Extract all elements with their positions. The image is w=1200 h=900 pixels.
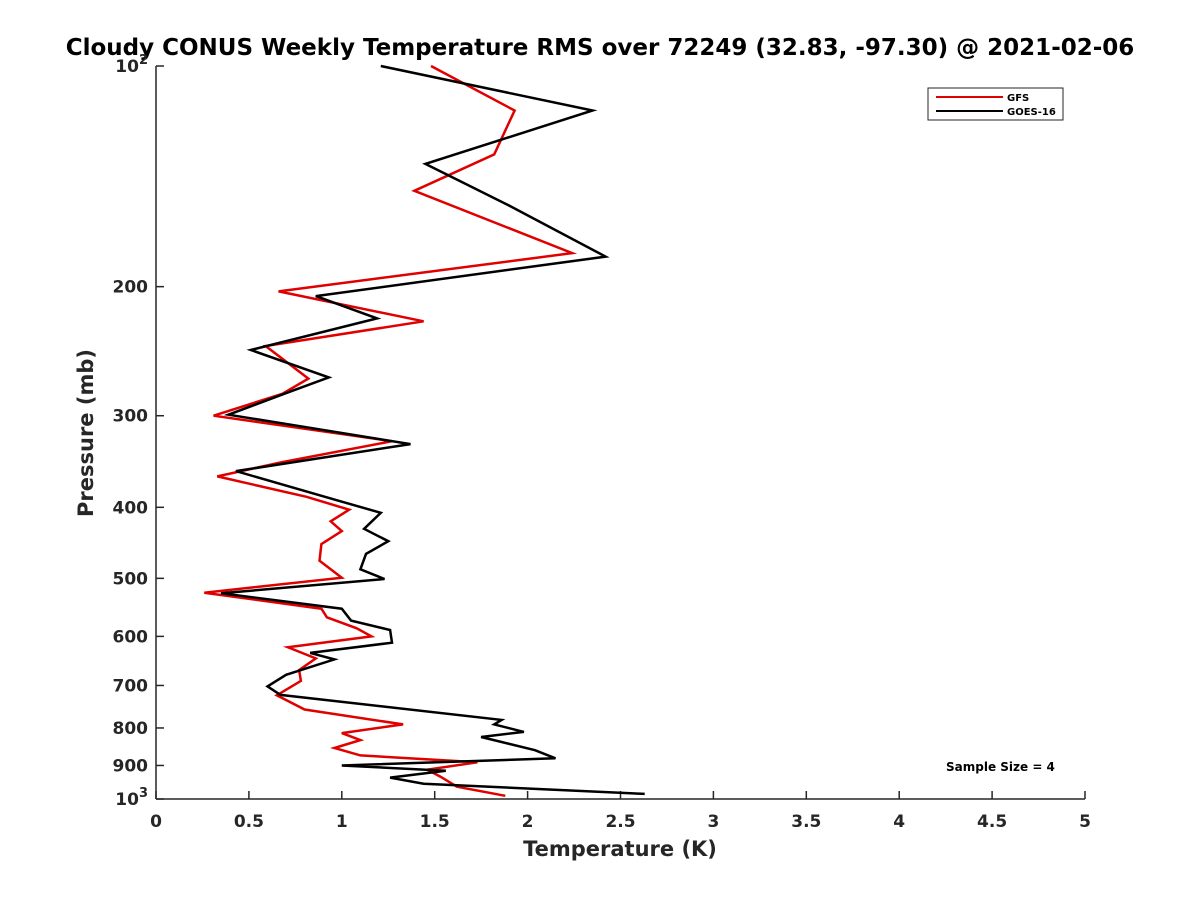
chart-title: Cloudy CONUS Weekly Temperature RMS over… bbox=[66, 35, 1135, 61]
y-axis-ticks: 102 200 300 400 500 600 700 800 900 103 bbox=[113, 53, 164, 810]
x-tick-label: 2.5 bbox=[605, 812, 635, 832]
sample-size-annotation: Sample Size = 4 bbox=[946, 760, 1055, 774]
y-tick-label: 800 bbox=[113, 719, 149, 739]
x-tick-label: 4 bbox=[893, 812, 905, 832]
x-tick-label: 4.5 bbox=[977, 812, 1007, 832]
y-axis-label: Pressure (mb) bbox=[74, 349, 98, 517]
x-tick-label: 1 bbox=[336, 812, 348, 832]
legend-label-goes16: GOES-16 bbox=[1007, 107, 1056, 118]
y-tick-label: 700 bbox=[113, 676, 149, 696]
y-tick-label: 500 bbox=[113, 569, 149, 589]
series-lines bbox=[204, 64, 645, 798]
y-tick-label: 900 bbox=[113, 756, 149, 776]
y-tick-label: 600 bbox=[113, 627, 149, 647]
x-tick-label: 2 bbox=[522, 812, 534, 832]
y-tick-label: 103 bbox=[115, 786, 148, 810]
x-axis-label: Temperature (K) bbox=[523, 837, 717, 861]
x-tick-label: 3.5 bbox=[791, 812, 821, 832]
y-tick-label: 200 bbox=[113, 278, 149, 298]
y-tick-label: 400 bbox=[113, 498, 149, 518]
x-tick-label: 3 bbox=[707, 812, 719, 832]
x-tick-label: 1.5 bbox=[420, 812, 450, 832]
y-tick-label: 300 bbox=[113, 407, 149, 427]
x-tick-label: 0.5 bbox=[234, 812, 264, 832]
y-tick-label: 102 bbox=[115, 53, 148, 77]
x-tick-label: 0 bbox=[150, 812, 162, 832]
series-line-goes16 bbox=[220, 64, 645, 796]
x-axis-ticks: 0 0.5 1 1.5 2 2.5 3 3.5 4 4.5 5 bbox=[150, 791, 1091, 832]
legend-box bbox=[927, 87, 1064, 121]
legend-label-gfs: GFS bbox=[1007, 93, 1029, 104]
legend: GFS GOES-16 bbox=[927, 87, 1064, 121]
series-line-gfs bbox=[204, 64, 578, 798]
x-tick-label: 5 bbox=[1079, 812, 1091, 832]
plot-area bbox=[155, 66, 1085, 800]
